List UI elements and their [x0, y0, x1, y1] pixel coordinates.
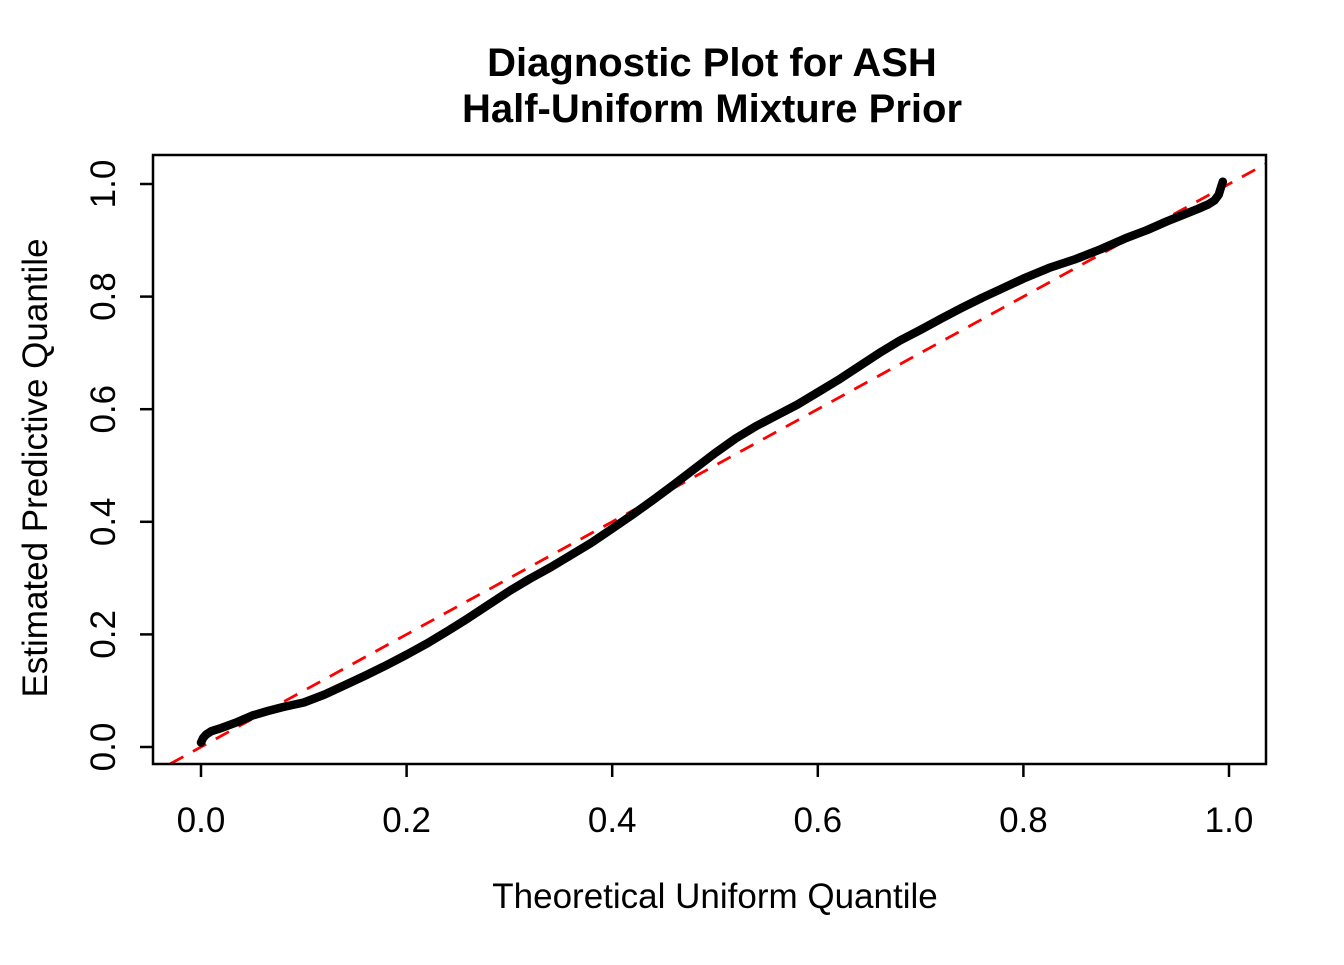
- chart-title-line1: Diagnostic Plot for ASH: [487, 41, 937, 85]
- reference-diagonal-line: [169, 162, 1267, 766]
- x-tick-label: 0.8: [999, 801, 1048, 840]
- plot-frame: [151, 153, 1268, 766]
- y-tick-label: 0.0: [84, 723, 123, 772]
- x-axis-title: Theoretical Uniform Quantile: [492, 877, 938, 916]
- chart-title: Diagnostic Plot for ASH Half-Uniform Mix…: [462, 40, 962, 132]
- chart-title-line2: Half-Uniform Mixture Prior: [461, 87, 963, 131]
- x-tick-label: 0.0: [177, 801, 226, 840]
- x-tick-label: 0.6: [793, 801, 842, 840]
- y-tick-label: 0.6: [84, 385, 123, 434]
- y-tick-label: 0.4: [84, 497, 123, 546]
- x-tick-label: 0.2: [382, 801, 431, 840]
- x-tick-label: 1.0: [1205, 801, 1254, 840]
- x-tick-label: 0.4: [588, 801, 637, 840]
- y-tick-label: 0.2: [84, 610, 123, 659]
- y-tick-label: 0.8: [84, 272, 123, 321]
- quantile-curve: [196, 177, 1228, 747]
- y-tick-label: 1.0: [84, 160, 123, 209]
- y-axis-title: Estimated Predictive Quantile: [16, 238, 55, 698]
